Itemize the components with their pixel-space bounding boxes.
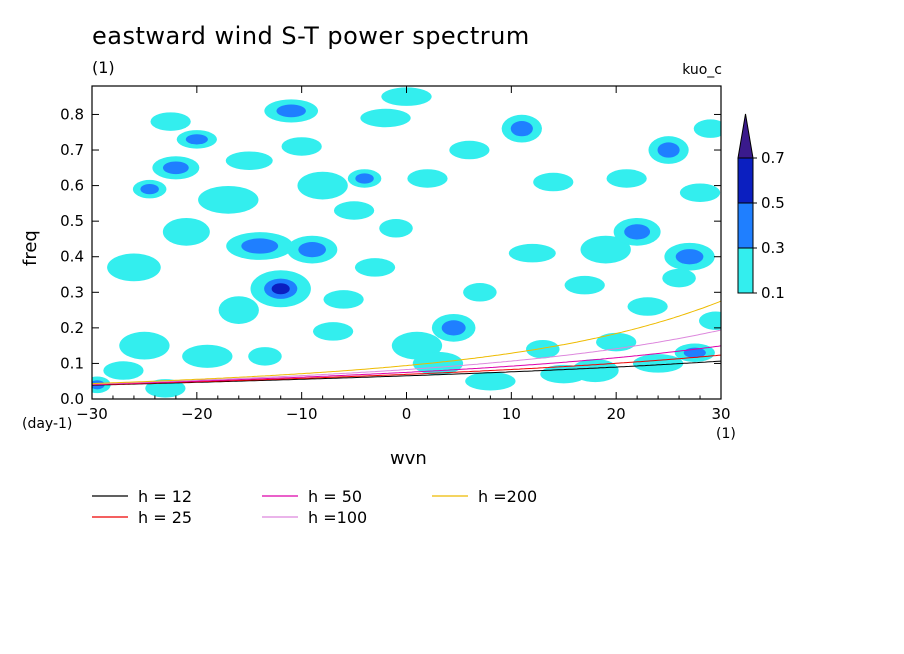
contour-patch (119, 331, 170, 360)
contour-patch-mid (276, 104, 306, 118)
contour-patch-high (271, 283, 290, 295)
contour-patch (662, 268, 696, 288)
x-tick-label: −20 (181, 405, 213, 423)
contour-patch-mid (624, 224, 651, 240)
contour-patch (198, 185, 259, 214)
legend-label: h = 50 (308, 487, 362, 506)
contour-patch-mid (298, 241, 326, 258)
contour-patch (580, 235, 631, 264)
axis-ticks: −30 −20 −10 0 10 20 30 0.0 0.1 0.2 0.3 0.4 0.5 0.6 0.7… (60, 86, 731, 423)
contour-patch (107, 253, 161, 282)
legend-label: h =100 (308, 508, 367, 527)
dispersion-curve (92, 329, 721, 385)
dispersion-curve (92, 354, 721, 386)
contour-patch-mid (140, 184, 159, 195)
x-tick-label: 30 (711, 405, 730, 423)
dispersion-curve (92, 345, 721, 385)
x-tick-label: −30 (76, 405, 108, 423)
dispersion-curves (92, 300, 721, 386)
y-tick-label: 0.0 (60, 390, 84, 408)
contour-fill-layer (92, 87, 721, 398)
contour-patch-mid (657, 142, 680, 158)
colorbar-segment (737, 202, 754, 249)
y-tick-label: 0.4 (60, 248, 84, 266)
contour-patch (248, 347, 282, 366)
legend-label: h =200 (478, 487, 537, 506)
contour-patch (333, 201, 375, 220)
contour-patch (218, 296, 259, 324)
dispersion-curve (92, 300, 721, 385)
x-tick-label: −10 (286, 405, 318, 423)
legend: h = 12 h = 25 h = 50 h =100 h =200 (92, 487, 537, 527)
colorbar-segment (737, 157, 754, 204)
y-tick-label: 0.1 (60, 354, 84, 372)
contour-patch (564, 275, 605, 295)
contour-patch (297, 171, 348, 200)
y-tick-label: 0.6 (60, 177, 84, 195)
y-unit-label: (day-1) (22, 416, 73, 432)
contour-patch-mid (355, 173, 374, 184)
contour-patch (606, 169, 647, 188)
y-tick-label: 0.2 (60, 319, 84, 337)
contour-patch (407, 169, 448, 188)
colorbar-segment (737, 247, 754, 294)
contour-patch (225, 151, 273, 170)
contour-patch-mid (441, 320, 466, 336)
legend-label: h = 25 (138, 508, 192, 527)
contour-patch (379, 219, 413, 238)
contour-patch (182, 344, 233, 368)
contour-patch (449, 140, 490, 160)
y-tick-label: 0.5 (60, 212, 84, 230)
experiment-tag: kuo_c (682, 62, 722, 78)
contour-patch (281, 137, 322, 156)
contour-patch (360, 108, 411, 128)
contour-patch-mid (185, 134, 208, 145)
contour-patch (596, 332, 637, 352)
contour-patch (627, 297, 668, 316)
contour-patch (312, 322, 354, 341)
x-tick-label: 0 (402, 405, 412, 423)
contour-patch (526, 339, 560, 359)
y-tick-label: 0.8 (60, 105, 84, 123)
contour-patch (463, 283, 497, 302)
colorbar-label: 0.1 (761, 284, 785, 302)
contour-patch (632, 354, 684, 373)
contour-patch-mid (162, 161, 189, 175)
contour-patch-mid (241, 238, 279, 254)
contour-patch (103, 361, 144, 380)
contour-patch (679, 183, 721, 202)
contour-patch (508, 243, 556, 263)
contour-patch (162, 217, 210, 246)
contour-patch (323, 290, 364, 309)
y-tick-label: 0.3 (60, 283, 84, 301)
contour-patch (354, 258, 396, 277)
colorbar: 0.7 0.5 0.3 0.1 (737, 113, 785, 302)
colorbar-arrow (737, 113, 754, 159)
colorbar-label: 0.5 (761, 194, 785, 212)
contour-patch (693, 119, 721, 138)
contour-patch (698, 311, 721, 330)
contour-patch (381, 87, 432, 106)
chart-title: eastward wind S-T power spectrum (92, 22, 530, 50)
contour-patch (465, 371, 516, 391)
colorbar-label: 0.3 (761, 239, 785, 257)
contour-patch (533, 172, 574, 192)
y-tick-label: 0.7 (60, 141, 84, 159)
legend-label: h = 12 (138, 487, 192, 506)
x-unit-label: (1) (716, 426, 736, 442)
colorbar-label: 0.7 (761, 149, 785, 167)
contour-patch-mid (510, 121, 533, 137)
contour-patch (571, 358, 619, 383)
top-left-unit: (1) (92, 58, 115, 77)
contour-patch (412, 351, 464, 375)
contour-patch-mid (675, 249, 704, 265)
x-axis-label: wvn (390, 448, 427, 469)
x-tick-label: 10 (502, 405, 521, 423)
x-tick-label: 20 (607, 405, 626, 423)
contour-patch (150, 112, 191, 131)
